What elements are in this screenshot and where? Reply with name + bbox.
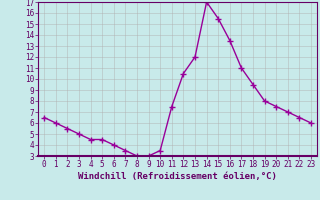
X-axis label: Windchill (Refroidissement éolien,°C): Windchill (Refroidissement éolien,°C) <box>78 172 277 181</box>
